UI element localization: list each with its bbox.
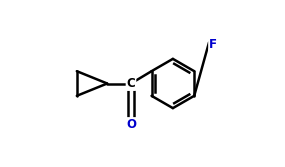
Text: O: O — [126, 118, 136, 131]
Text: C: C — [127, 77, 135, 90]
Text: F: F — [209, 38, 217, 51]
